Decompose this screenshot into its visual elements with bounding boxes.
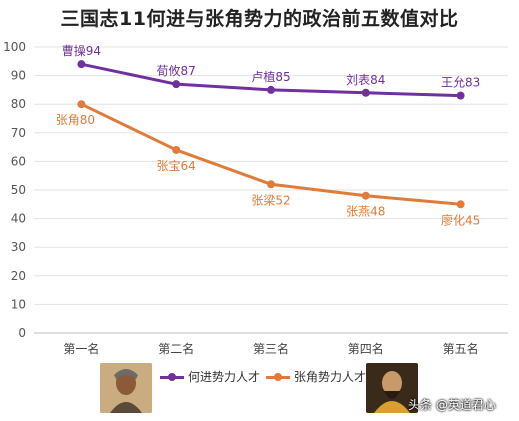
y-tick-label: 100: [3, 40, 26, 54]
legend-swatch: [160, 372, 184, 382]
x-tick-label: 第三名: [253, 341, 289, 356]
x-tick-label: 第四名: [348, 341, 384, 356]
data-label: 张燕48: [346, 205, 385, 219]
y-tick-label: 20: [11, 269, 26, 283]
legend-swatch: [266, 372, 291, 382]
y-axis: 0 10 20 30 40 50 60 70 80 90 100: [3, 40, 26, 340]
data-label: 王允83: [441, 75, 480, 90]
y-tick-label: 80: [11, 97, 26, 111]
y-tick-label: 50: [11, 183, 26, 197]
data-point: [77, 60, 86, 69]
y-tick-label: 90: [11, 69, 26, 83]
y-tick-label: 10: [11, 297, 26, 311]
legend: 何进势力人才 张角势力人才: [160, 368, 366, 385]
data-label: 廖化45: [441, 212, 480, 227]
series-layer: 曹操94 荀攸87 卢植85 刘表84 王允83 张角80 张宝64 张梁52 张燕48 廖化45: [56, 43, 480, 227]
x-tick-label: 第二名: [158, 341, 194, 356]
data-point: [456, 91, 465, 100]
x-axis: 第一名 第二名 第三名 第四名 第五名: [63, 341, 478, 356]
legend-label: 张角势力人才: [294, 370, 367, 384]
data-point: [267, 85, 275, 94]
data-point: [77, 100, 86, 109]
data-point: [172, 80, 181, 89]
y-tick-label: 30: [11, 240, 26, 254]
legend-item-hejin: 何进势力人才: [160, 368, 260, 385]
data-label: 张梁52: [251, 192, 290, 207]
data-label: 刘表84: [346, 73, 385, 87]
legend-label: 何进势力人才: [188, 370, 261, 384]
data-point: [361, 88, 370, 97]
watermark: 头条 @英道君心: [408, 398, 496, 412]
data-label: 卢植85: [251, 69, 290, 84]
portrait-icon: [366, 363, 418, 413]
x-tick-label: 第一名: [63, 341, 99, 356]
data-label: 张宝64: [157, 159, 196, 173]
y-tick-label: 60: [11, 154, 26, 168]
x-tick-label: 第五名: [443, 341, 479, 356]
data-label: 曹操94: [62, 43, 101, 58]
data-point: [267, 180, 275, 189]
data-label: 张角80: [56, 113, 95, 127]
series-1: 曹操94 荀攸87 卢植85 刘表84 王允83: [62, 43, 480, 100]
y-tick-label: 70: [11, 126, 26, 140]
data-point: [456, 200, 465, 209]
legend-item-zhangjiao: 张角势力人才: [266, 368, 366, 385]
data-point: [361, 191, 370, 200]
series-line: [80, 102, 461, 206]
grid-layer: [34, 46, 508, 334]
y-tick-label: 0: [18, 326, 26, 340]
portrait-icon: [100, 363, 152, 413]
data-label: 荀攸87: [157, 63, 196, 78]
data-point: [172, 145, 181, 154]
chart-title: 三国志11何进与张角势力的政治前五数值对比: [60, 8, 459, 30]
y-tick-label: 40: [11, 212, 26, 226]
series-2: 张角80 张宝64 张梁52 张燕48 廖化45: [56, 100, 480, 227]
